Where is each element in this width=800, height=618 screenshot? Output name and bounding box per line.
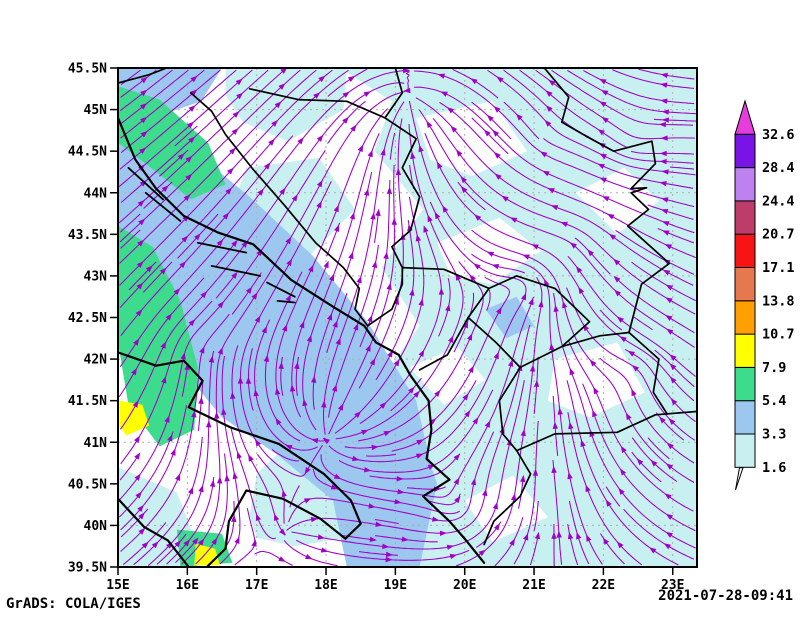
coastline-border-path (626, 186, 671, 334)
lat-tick-label: 42.5N (68, 311, 107, 326)
legend-bar-segment (734, 233, 756, 268)
legend-bar-segment (734, 133, 756, 169)
coastline-border-path (116, 351, 362, 569)
coastline-border-path (276, 300, 296, 304)
legend-value-label: 1.6 (762, 460, 786, 476)
legend-bar-segment (734, 167, 756, 202)
lon-tick-label: 17E (245, 578, 268, 593)
lat-tick-label: 41.5N (68, 394, 107, 409)
lat-tick-label: 45N (84, 103, 108, 118)
shading-region-3.3-5.4 (343, 413, 437, 567)
lon-tick-label: 16E (176, 578, 199, 593)
wind-speed-legend: 1.6 3.3 5.4 7.9 10.7 13.8 17.1 20.7 24.4 28.4 32.6 (734, 99, 795, 491)
legend-value-label: 28.4 (762, 160, 795, 176)
legend-value-label: 20.7 (762, 227, 795, 243)
lon-tick-label: 15E (106, 578, 129, 593)
coastline-border-path (210, 265, 261, 277)
coastline-border-path (543, 67, 657, 190)
coastline-border-path (483, 449, 532, 546)
legend-bar-segment (734, 400, 756, 435)
lon-tick-label: 20E (453, 578, 476, 593)
coastline-border-path (116, 116, 486, 564)
legend-value-label: 13.8 (762, 293, 795, 309)
legend-value-label: 5.4 (762, 393, 786, 409)
lat-tick-label: 40.5N (68, 477, 107, 492)
coastline-border-path (515, 410, 698, 452)
mask-top (0, 0, 800, 67)
coastline-border-path (144, 191, 182, 222)
lat-tick-label: 42N (84, 353, 108, 368)
legend-value-label: 32.6 (762, 127, 795, 143)
lat-tick-label: 44.5N (68, 145, 107, 160)
lat-lon-gridlines (118, 68, 697, 567)
lat-tick-label: 44N (84, 186, 108, 201)
lat-tick-label: 39.5N (68, 561, 107, 576)
creation-timestamp: 2021-07-28-09:41 (658, 588, 793, 604)
coastline-border-path (498, 366, 522, 452)
coastline-border-path (127, 166, 164, 201)
coastlines-and-borders (116, 67, 698, 569)
grads-credit: GrADS: COLA/IGES (6, 596, 141, 612)
coastline-border-path (266, 281, 296, 298)
shading-region-1.6-3.3 (225, 68, 347, 142)
legend-value-label: 17.1 (762, 260, 795, 276)
legend-under-tail (735, 467, 744, 491)
coastline-border-path (366, 266, 404, 327)
lon-tick-label: 23E (661, 578, 684, 593)
legend-bar-segment (734, 333, 756, 368)
lon-tick-label: 21E (522, 578, 545, 593)
shading-region-5.4-7.9 (118, 86, 226, 200)
legend-over-arrow (734, 99, 756, 135)
coastline-border-path (384, 67, 404, 119)
legend-bar-segment (734, 267, 756, 302)
legend-value-label: 10.7 (762, 327, 795, 343)
coastline-border-path (116, 497, 190, 569)
coastline-border-path (401, 266, 490, 290)
shading-region-below-1.6 (547, 342, 645, 418)
legend-bar-segment (734, 300, 756, 335)
lat-tick-label: 40N (84, 519, 108, 534)
mask-left (0, 0, 117, 618)
lat-tick-label: 41N (84, 436, 108, 451)
legend-value-label: 24.4 (762, 193, 795, 209)
legend-value-label: 3.3 (762, 427, 786, 443)
lon-tick-label: 18E (314, 578, 337, 593)
legend-bar-segment (734, 200, 756, 235)
shading-region-below-1.6 (409, 346, 486, 405)
lat-tick-label: 45.5N (68, 62, 107, 77)
lat-tick-label: 43N (84, 269, 108, 284)
legend-bar-segment (734, 433, 756, 468)
axes: 45.5N 45N 44.5N 44N 43.5N 43N 42.5N 42N 41.5N 41N… (68, 62, 685, 594)
legend-bar-segment (734, 366, 756, 402)
lon-tick-label: 22E (592, 578, 615, 593)
coastline-border-path (196, 241, 248, 254)
coastline-border-path (248, 87, 421, 269)
legend-value-label: 7.9 (762, 360, 786, 376)
lon-tick-label: 19E (384, 578, 407, 593)
coastline-border-path (560, 331, 669, 415)
shading-region-1.6-3.3 (118, 467, 195, 567)
shading-region-7.9-10.7 (119, 400, 150, 436)
mask-bottom (0, 568, 800, 618)
lat-tick-label: 43.5N (68, 228, 107, 243)
coastline-border-path (117, 67, 168, 84)
coastline-border-path (189, 92, 369, 327)
coastline-border-path (418, 316, 470, 371)
